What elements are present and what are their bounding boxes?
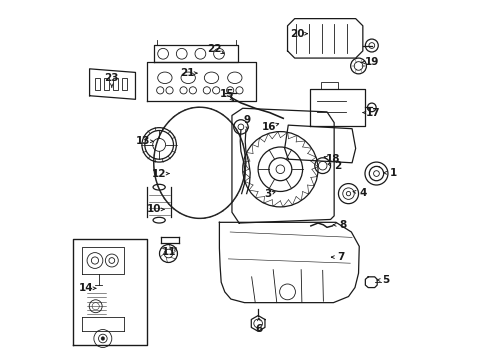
Bar bbox=[122, 78, 126, 90]
Text: 22: 22 bbox=[206, 44, 221, 54]
Text: 7: 7 bbox=[337, 252, 345, 262]
Text: 1: 1 bbox=[389, 168, 396, 178]
Text: 3: 3 bbox=[264, 189, 271, 199]
Bar bbox=[320, 82, 338, 89]
Text: 13: 13 bbox=[136, 136, 150, 146]
Circle shape bbox=[101, 337, 104, 340]
Text: 15: 15 bbox=[219, 89, 233, 99]
Text: 23: 23 bbox=[104, 73, 119, 83]
Text: 16: 16 bbox=[261, 122, 276, 132]
Text: 9: 9 bbox=[244, 115, 250, 125]
Bar bbox=[113, 78, 118, 90]
Text: 20: 20 bbox=[290, 29, 304, 39]
Text: 11: 11 bbox=[162, 247, 176, 257]
Text: 19: 19 bbox=[364, 57, 378, 67]
Bar bbox=[104, 78, 109, 90]
Text: 5: 5 bbox=[382, 275, 389, 285]
Text: 12: 12 bbox=[152, 168, 166, 179]
Text: 17: 17 bbox=[365, 108, 379, 118]
Text: 18: 18 bbox=[325, 154, 340, 164]
Text: 6: 6 bbox=[255, 324, 262, 334]
Text: 21: 21 bbox=[180, 68, 194, 78]
Text: 4: 4 bbox=[358, 188, 366, 198]
Text: 8: 8 bbox=[339, 220, 346, 230]
Text: 2: 2 bbox=[333, 161, 341, 171]
Text: 10: 10 bbox=[146, 204, 161, 215]
Bar bbox=[95, 78, 100, 90]
Text: 14: 14 bbox=[79, 283, 93, 293]
